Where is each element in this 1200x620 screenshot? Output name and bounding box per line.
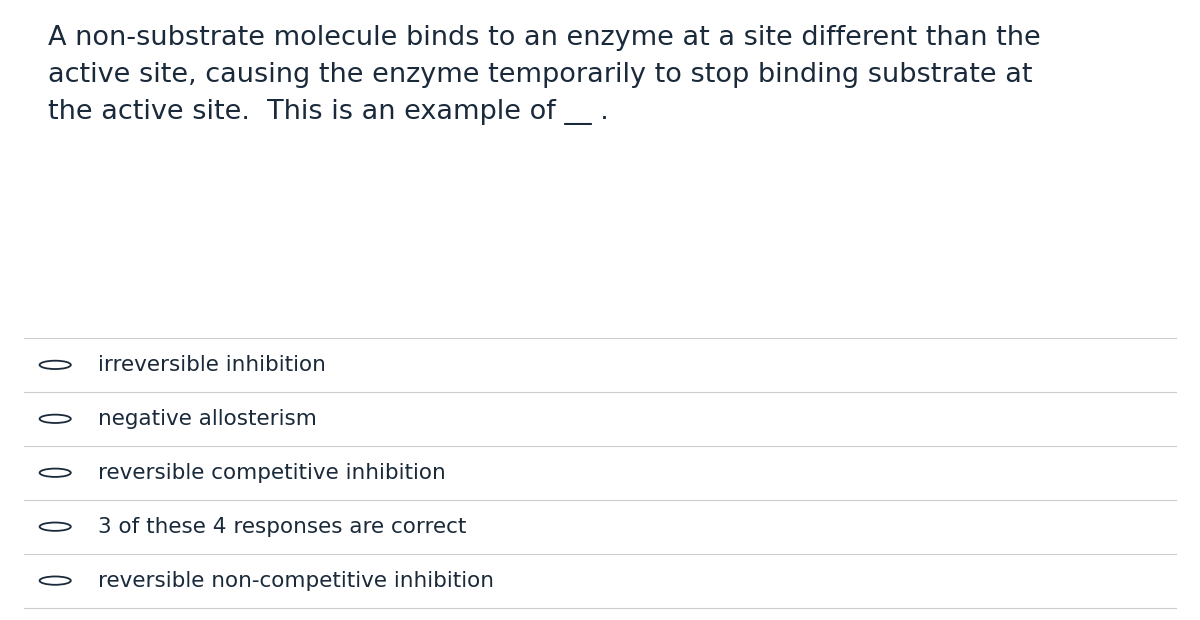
Text: A non-substrate molecule binds to an enzyme at a site different than the
active : A non-substrate molecule binds to an enz… [48,25,1040,125]
Text: reversible competitive inhibition: reversible competitive inhibition [98,463,446,483]
Text: negative allosterism: negative allosterism [98,409,317,429]
Text: 3 of these 4 responses are correct: 3 of these 4 responses are correct [98,516,467,537]
Text: reversible non-competitive inhibition: reversible non-competitive inhibition [98,570,494,591]
Text: irreversible inhibition: irreversible inhibition [98,355,326,375]
